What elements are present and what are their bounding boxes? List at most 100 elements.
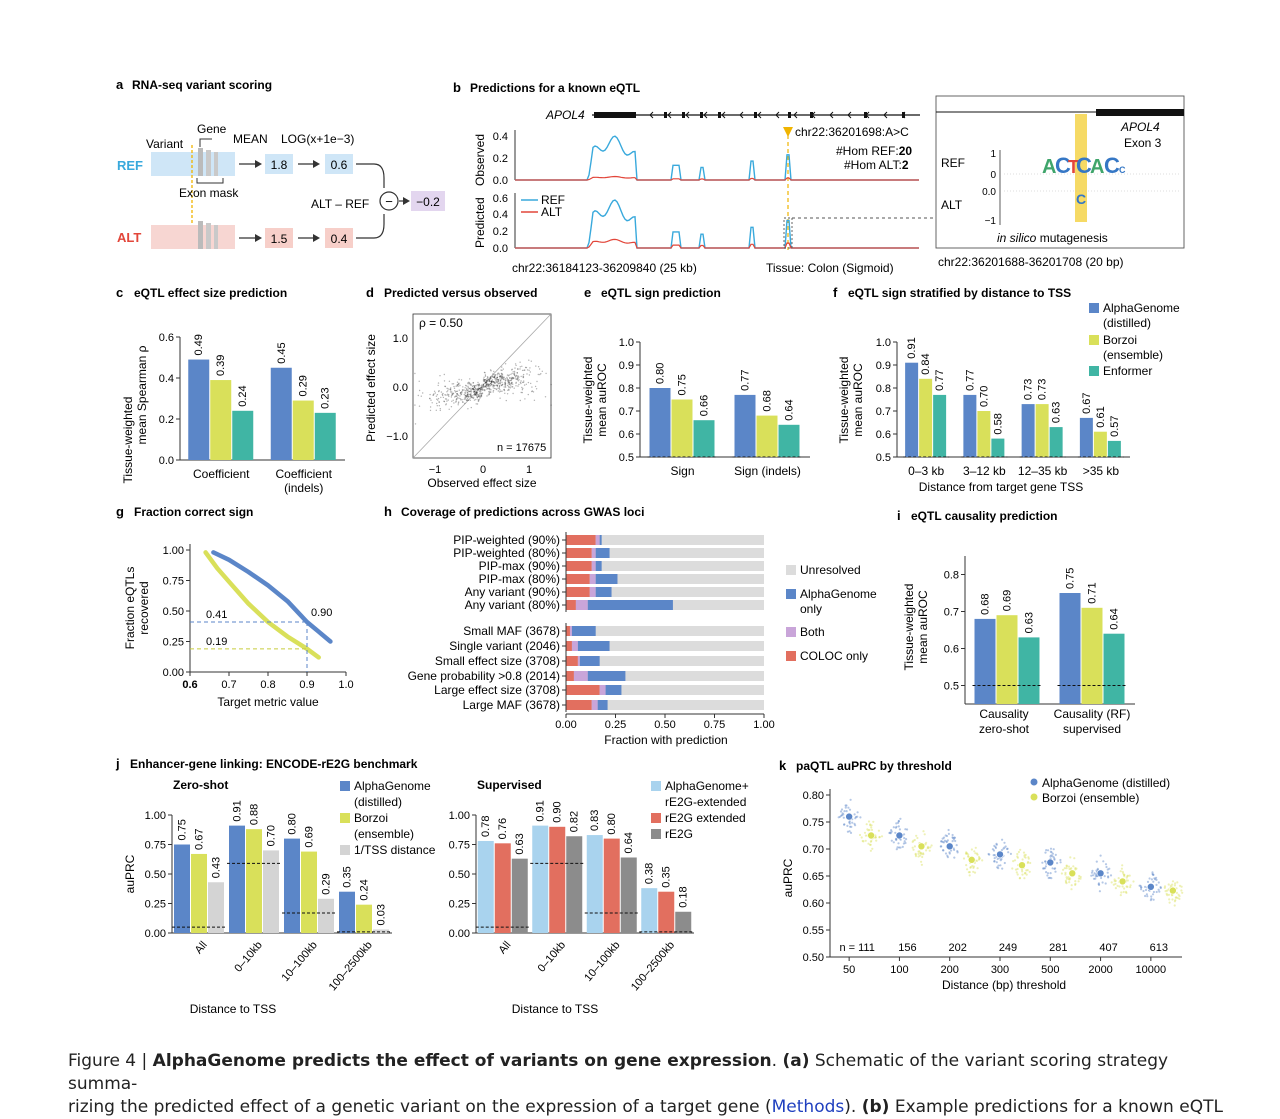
sample-dot: [930, 844, 933, 847]
sample-dot: [1074, 867, 1077, 870]
bar-value-label: 0.84: [920, 353, 932, 374]
pred-tick-06: 0.6: [493, 193, 508, 205]
scatter-point: [498, 383, 500, 385]
scatter-point: [522, 376, 524, 379]
scatter-point: [467, 395, 469, 397]
scatter-point: [450, 394, 453, 397]
scatter-point: [472, 385, 474, 387]
scatter-point: [490, 382, 492, 385]
sample-dot: [1045, 849, 1048, 852]
scatter-point: [456, 384, 458, 386]
scatter-point: [518, 379, 520, 381]
scatter-point: [460, 393, 463, 395]
scatter-point: [493, 387, 496, 390]
bar: [620, 857, 637, 933]
scatter-point: [458, 383, 460, 385]
x-category-label: 10–100kb: [582, 939, 622, 984]
scatter-point: [445, 394, 447, 396]
logo-letter-c2: C: [1076, 153, 1092, 178]
scatter-point: [521, 365, 523, 367]
x-tick-label: 0.75: [704, 719, 725, 731]
sample-dot: [874, 836, 877, 839]
methods-link[interactable]: Methods: [771, 1097, 845, 1117]
ref-exon-2: [206, 150, 211, 176]
scatter-point: [507, 380, 510, 382]
scatter-point: [476, 391, 479, 393]
i-cat1-b: zero-shot: [979, 722, 1030, 736]
bar-value-label: 0.80: [287, 813, 299, 834]
scatter-point: [481, 388, 484, 390]
sample-dot: [1065, 867, 1068, 870]
sample-dot: [906, 828, 909, 831]
sample-dot: [890, 839, 893, 842]
bar: [1103, 633, 1125, 704]
scatter-point: [490, 380, 492, 383]
scatter-point: [504, 392, 506, 394]
gene-exon-block: [594, 112, 636, 118]
scatter-point: [504, 382, 507, 385]
scatter-point: [482, 383, 484, 386]
scatter-point: [503, 378, 505, 380]
scatter-point: [457, 394, 459, 397]
j-zs-ylabel: auPRC: [123, 854, 137, 893]
chart-i: 0.50.60.70.80.68 0.690.630.750.710.64: [944, 556, 1135, 705]
sample-dot: [1169, 884, 1172, 887]
sample-dot: [956, 850, 959, 853]
scatter-point: [464, 402, 466, 405]
sample-dot: [995, 843, 998, 846]
y-tick-label: 0.65: [803, 871, 824, 883]
scatter-point: [480, 395, 483, 397]
ref-arrowhead-1: [255, 160, 262, 168]
panel-e-title: eQTL sign prediction: [601, 286, 721, 300]
sample-dot: [1020, 868, 1024, 871]
scatter-point: [513, 387, 515, 389]
sample-dot: [952, 847, 955, 850]
scatter-point: [485, 385, 488, 387]
scatter-point: [502, 376, 504, 379]
scatter-point: [506, 377, 508, 380]
scatter-point: [454, 391, 457, 393]
scatter-point: [466, 399, 468, 401]
scatter-point: [417, 394, 419, 397]
bar: [1018, 637, 1040, 704]
bar: [586, 835, 603, 933]
scatter-point: [499, 389, 501, 391]
panel-c-letter: c: [116, 285, 123, 300]
scatter-point: [456, 395, 458, 398]
sample-dot: [1151, 872, 1154, 876]
scatter-point: [476, 385, 478, 387]
scatter-point: [465, 398, 467, 400]
sample-dot: [899, 817, 902, 820]
j-legend-ag-plus: AlphaGenome+: [665, 779, 749, 793]
sample-dot: [1069, 877, 1072, 880]
scatter-point: [486, 388, 488, 390]
sample-dot: [1065, 864, 1068, 867]
scatter-point: [539, 373, 541, 376]
scatter-point: [502, 377, 505, 379]
sample-dot: [916, 836, 919, 840]
scatter-point: [488, 383, 490, 386]
inset-gene: APOL4: [1120, 120, 1160, 134]
variant-label: Variant: [146, 137, 184, 151]
sample-dot: [923, 833, 926, 836]
pred-tick-00: 0.0: [493, 243, 508, 255]
scatter-point: [468, 393, 471, 396]
sample-dot: [1096, 867, 1099, 871]
sample-dot: [1176, 896, 1179, 900]
scatter-point: [480, 393, 482, 395]
sample-dot: [1123, 875, 1126, 878]
x-tick-label: 0.00: [555, 719, 576, 731]
sample-dot: [1079, 875, 1082, 879]
scatter-point: [505, 399, 507, 402]
y-tick-label: 0.9: [876, 360, 891, 372]
sample-dot: [1021, 873, 1024, 876]
sample-dot: [1050, 851, 1053, 854]
scatter-point: [487, 383, 489, 385]
scatter-point: [461, 389, 464, 391]
sample-dot: [1124, 890, 1128, 894]
scatter-point: [483, 379, 485, 381]
sample-dot: [1079, 877, 1082, 880]
sample-dot: [864, 839, 867, 842]
scatter-point: [500, 384, 503, 386]
